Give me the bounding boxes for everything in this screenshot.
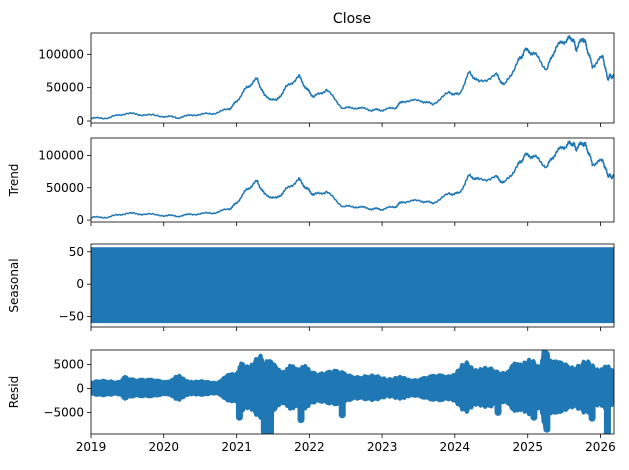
trend-series-line <box>91 140 614 219</box>
xtick-label-2021: 2021 <box>221 440 252 454</box>
xtick-label-2020: 2020 <box>148 440 179 454</box>
resid-ytick-label-2: 5000 <box>53 357 84 371</box>
seasonal-ylabel: Seasonal <box>7 258 21 312</box>
close-ytick-label-2: 100000 <box>38 47 84 61</box>
trend-panel: 0 50000 100000 Trend <box>7 137 615 227</box>
close-frame <box>90 32 615 124</box>
resid-ytick-label-1: 0 <box>76 381 84 395</box>
resid-ylabel: Resid <box>7 376 21 408</box>
seasonal-panel: −50 0 50 Seasonal <box>7 243 615 331</box>
close-panel: 0 50000 100000 <box>38 32 615 128</box>
close-panel-title: Close <box>333 11 371 27</box>
trend-ytick-label-1: 50000 <box>46 181 84 195</box>
trend-ylabel: Trend <box>7 164 21 198</box>
xtick-label-2023: 2023 <box>367 440 398 454</box>
close-series-line <box>91 34 614 120</box>
resid-ytick-label-0: −5000 <box>43 405 84 419</box>
resid-panel: −5000 0 5000 2019 2020 2021 2022 2023 2024 2025 20… <box>7 349 616 454</box>
seasonal-plot-area <box>91 247 614 324</box>
close-ytick-label-0: 0 <box>76 114 84 128</box>
close-plot-area <box>91 34 614 120</box>
xtick-label-2025: 2025 <box>512 440 543 454</box>
seasonal-ytick-label-2: 50 <box>69 245 84 259</box>
trend-ytick-label-2: 100000 <box>38 148 84 162</box>
close-ytick-label-1: 50000 <box>46 81 84 95</box>
seasonal-frame <box>90 243 615 328</box>
resid-plot-area <box>91 350 614 434</box>
xtick-label-2024: 2024 <box>440 440 471 454</box>
xtick-label-2026: 2026 <box>585 440 616 454</box>
seasonal-ytick-label-0: −50 <box>59 310 84 324</box>
resid-frame <box>90 349 615 435</box>
xtick-label-2019: 2019 <box>76 440 107 454</box>
seasonal-ytick-label-1: 0 <box>76 277 84 291</box>
trend-plot-area <box>91 140 614 219</box>
seasonal-band <box>91 247 614 324</box>
trend-ytick-label-0: 0 <box>76 213 84 227</box>
trend-frame <box>90 137 615 223</box>
xtick-label-2022: 2022 <box>294 440 325 454</box>
